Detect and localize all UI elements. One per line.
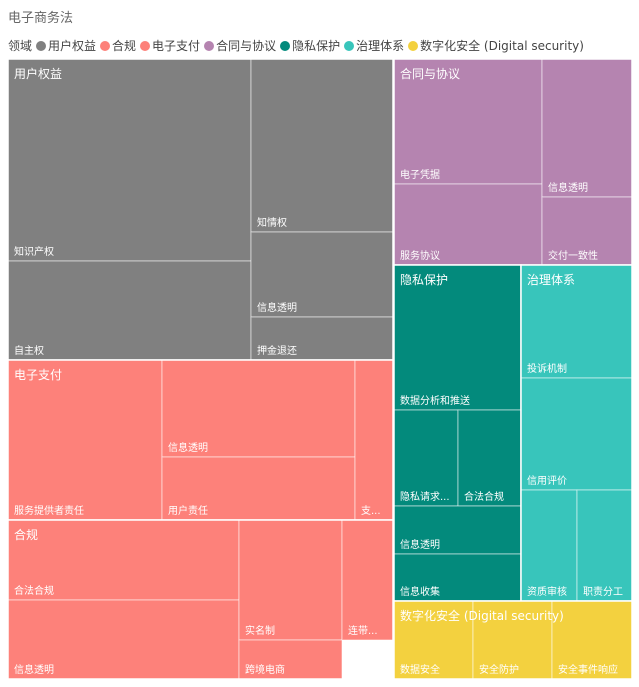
legend-label: 电子支付 xyxy=(152,39,201,53)
treemap-leaf-label: 信息透明 xyxy=(257,301,297,314)
treemap-leaf-rect[interactable] xyxy=(520,264,633,379)
treemap-leaf-label: 交付一致性 xyxy=(548,249,598,262)
treemap-leaf-rect[interactable] xyxy=(7,260,252,361)
treemap-leaf-label: 合法合规 xyxy=(464,490,504,503)
treemap-leaf-label: 服务协议 xyxy=(400,249,440,262)
treemap-leaf-label: 信息透明 xyxy=(168,441,208,454)
legend-label: 隐私保护 xyxy=(292,39,341,53)
treemap-leaf-rect[interactable] xyxy=(393,600,474,680)
legend-item[interactable]: 隐私保护 xyxy=(280,37,340,54)
legend-dot-icon xyxy=(344,40,355,51)
treemap-leaf-label: 隐私请求... xyxy=(400,490,450,503)
treemap-leaf-label: 用户责任 xyxy=(168,504,208,517)
treemap-leaf-label: 跨境电商 xyxy=(245,663,285,676)
treemap-leaf-rect[interactable] xyxy=(520,377,633,491)
legend-dot-icon xyxy=(140,40,151,51)
legend-label: 用户权益 xyxy=(48,39,97,53)
treemap-leaf-rect[interactable] xyxy=(520,489,578,602)
treemap-group-label: 用户权益 xyxy=(14,66,62,81)
legend-label: 数字化安全 (Digital security) xyxy=(420,39,584,53)
legend-label: 合同与协议 xyxy=(216,39,277,53)
treemap-leaf-label: 安全事件响应 xyxy=(558,663,618,676)
treemap-leaf-label: 电子凭据 xyxy=(400,168,440,181)
treemap-leaf-rect[interactable] xyxy=(576,489,633,602)
treemap-leaf-label: 支... xyxy=(361,505,381,517)
treemap-leaf-label: 知识产权 xyxy=(14,245,54,258)
treemap-leaf-label: 投诉机制 xyxy=(527,362,567,375)
treemap-leaf-rect[interactable] xyxy=(541,196,633,266)
legend-item[interactable]: 电子支付 xyxy=(140,37,200,54)
legend-dot-icon xyxy=(408,40,419,51)
treemap-leaf-label: 自主权 xyxy=(14,344,44,357)
treemap-leaf-rect[interactable] xyxy=(341,519,394,641)
treemap-group-label: 隐私保护 xyxy=(400,273,448,287)
legend-label: 治理体系 xyxy=(356,39,405,53)
legend-title: 领域 xyxy=(8,39,33,53)
treemap-leaf-label: 服务提供者责任 xyxy=(14,504,84,517)
treemap-leaf-label: 信息透明 xyxy=(14,663,54,676)
treemap-leaf-label: 知情权 xyxy=(257,216,287,229)
treemap-leaf-rect[interactable] xyxy=(7,519,240,601)
legend-dot-icon xyxy=(36,40,47,51)
treemap-group-label: 治理体系 xyxy=(527,273,575,287)
treemap-group-label: 合同与协议 xyxy=(400,66,460,81)
treemap-leaf-rect[interactable] xyxy=(250,58,394,233)
treemap-group-border xyxy=(7,519,394,680)
treemap-leaf-label: 信息透明 xyxy=(548,181,588,194)
treemap-leaf-rect[interactable] xyxy=(7,359,163,521)
treemap-leaf-label: 安全防护 xyxy=(479,663,519,676)
legend-dot-icon xyxy=(280,40,291,51)
treemap-group: 数据安全 安全防护 安全事件响应 数字化安全 (Digital security) xyxy=(393,600,633,680)
treemap-leaf-rect[interactable] xyxy=(238,639,343,680)
legend-dot-icon xyxy=(204,40,215,51)
treemap-leaf-rect[interactable] xyxy=(551,600,633,680)
treemap-leaf-rect[interactable] xyxy=(161,359,356,458)
treemap-leaf-rect[interactable] xyxy=(250,316,394,361)
treemap-leaf-rect[interactable] xyxy=(250,231,394,318)
legend: 领域 用户权益 合规 电子支付 合同与协议 隐私保护 治理体系 数字化安全 (Digital… xyxy=(8,37,588,54)
treemap-group-label: 电子支付 xyxy=(14,368,62,382)
treemap-leaf-rect[interactable] xyxy=(7,58,252,262)
legend-item[interactable]: 用户权益 xyxy=(36,37,96,54)
treemap-leaf-label: 职责分工 xyxy=(583,585,623,598)
treemap-group-border xyxy=(393,600,633,680)
treemap-leaf-label: 数据安全 xyxy=(400,663,440,676)
treemap-leaf-rect[interactable] xyxy=(457,409,522,507)
treemap-leaf-label: 信息透明 xyxy=(400,538,440,551)
treemap-leaf-label: 押金退还 xyxy=(257,344,297,357)
treemap-leaf-label: 信息收集 xyxy=(400,585,440,598)
legend-item[interactable]: 数字化安全 (Digital security) xyxy=(408,37,584,54)
treemap-leaf-label: 信用评价 xyxy=(527,475,567,487)
legend-item[interactable]: 合同与协议 xyxy=(204,37,276,54)
treemap-leaf-rect[interactable] xyxy=(238,519,343,641)
treemap-group-label: 合规 xyxy=(14,527,38,542)
treemap-leaf-rect[interactable] xyxy=(161,456,356,521)
legend-dot-icon xyxy=(100,40,111,51)
treemap-leaf-rect[interactable] xyxy=(354,359,394,521)
treemap-leaf-rect[interactable] xyxy=(393,58,543,185)
treemap-leaf-label: 资质审核 xyxy=(527,585,567,598)
legend-label: 合规 xyxy=(112,39,137,53)
treemap-group-label: 数字化安全 (Digital security) xyxy=(400,608,564,623)
treemap-leaf-label: 数据分析和推送 xyxy=(400,394,470,407)
chart-title: 电子商务法 xyxy=(8,11,74,26)
treemap-leaf-rect[interactable] xyxy=(541,58,633,198)
legend-item[interactable]: 治理体系 xyxy=(344,37,404,54)
treemap-leaf-rect[interactable] xyxy=(393,505,522,555)
treemap-leaf-label: 连带... xyxy=(348,624,378,637)
treemap-leaf-label: 合法合规 xyxy=(14,584,54,597)
legend-item[interactable]: 合规 xyxy=(100,37,136,54)
treemap-leaf-label: 实名制 xyxy=(245,624,275,637)
